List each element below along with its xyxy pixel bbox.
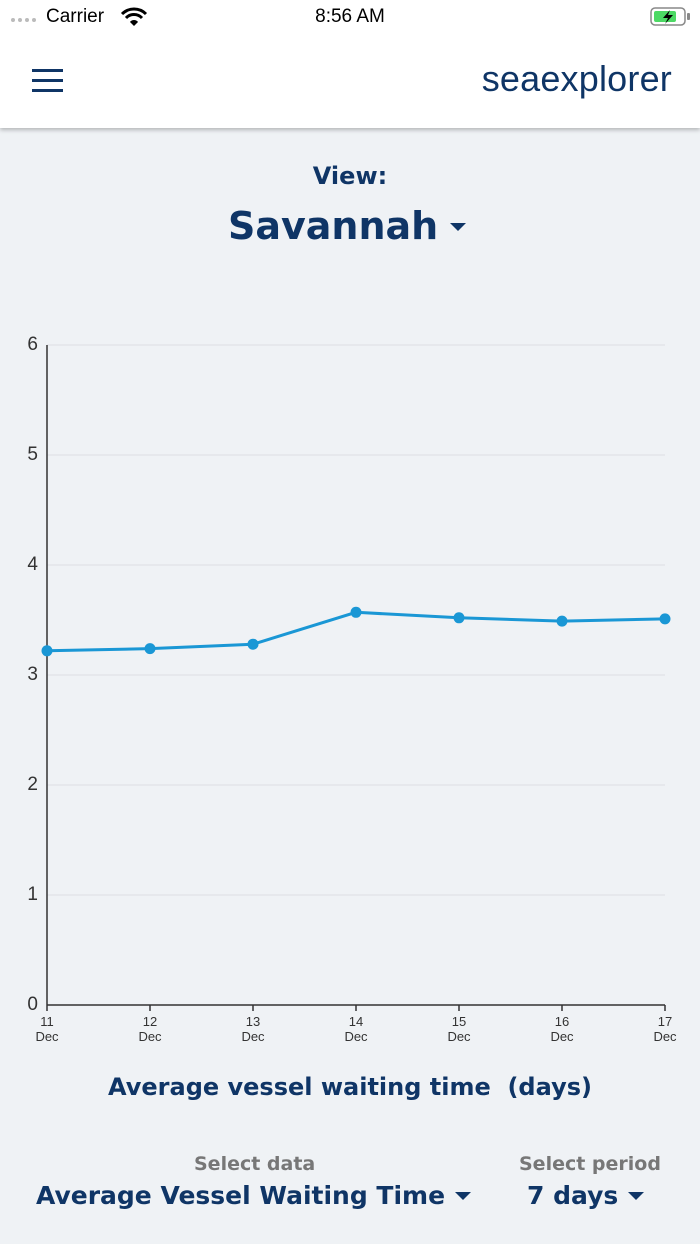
chart: 0 1 2 3 4 5 6 — [27, 334, 671, 1015]
select-data[interactable]: Average Vessel Waiting Time — [36, 1181, 477, 1210]
select-data-label: Select data — [194, 1153, 316, 1175]
brand[interactable]: seaexplorer — [481, 58, 672, 99]
data-point — [556, 615, 568, 627]
data-point — [453, 612, 465, 624]
chart-title: Average vessel waiting time (days) — [108, 1073, 592, 1101]
select-period-label: Select period — [519, 1153, 661, 1175]
view-dropdown[interactable]: Savannah — [228, 204, 472, 248]
data-point — [659, 613, 671, 625]
menu-button[interactable] — [32, 68, 64, 94]
data-point — [41, 645, 53, 657]
top-bar — [0, 0, 700, 128]
select-data-value[interactable]: Average Vessel Waiting Time — [36, 1181, 446, 1210]
x-tick-label: 12 Dec — [138, 1014, 162, 1044]
clock: 8:56 AM — [315, 6, 385, 27]
x-tick-label: 16 Dec — [550, 1014, 574, 1044]
x-tick-label: 14 Dec — [344, 1014, 368, 1044]
carrier: Carrier — [46, 6, 105, 27]
y-tick-label: 2 — [27, 774, 38, 795]
y-tick-label: 1 — [27, 884, 38, 905]
dropdown-caret — [450, 222, 467, 231]
x-tick-label: 17 Dec — [653, 1014, 677, 1044]
x-tick-label: 11 Dec — [35, 1014, 59, 1044]
view-value[interactable]: Savannah — [228, 204, 439, 248]
data-point — [247, 638, 259, 650]
y-tick-label: 5 — [27, 444, 38, 465]
signal-icon — [11, 18, 36, 22]
data-point — [144, 643, 156, 655]
data-point — [350, 606, 362, 618]
dropdown-caret — [628, 1192, 645, 1200]
y-tick-label: 4 — [27, 554, 38, 575]
select-period-value[interactable]: 7 days — [527, 1181, 619, 1210]
x-tick-label: 15 Dec — [447, 1014, 471, 1044]
data-line — [46, 610, 666, 653]
select-period[interactable]: 7 days — [527, 1181, 650, 1210]
battery-icon — [650, 7, 690, 26]
wifi-icon — [120, 7, 148, 26]
y-tick-label: 0 — [27, 994, 38, 1015]
y-tick-label: 6 — [27, 334, 38, 355]
dropdown-caret — [455, 1192, 472, 1200]
view-label: View: — [312, 162, 388, 190]
x-tick-label: 13 Dec — [241, 1014, 265, 1044]
y-tick-label: 3 — [27, 664, 38, 685]
